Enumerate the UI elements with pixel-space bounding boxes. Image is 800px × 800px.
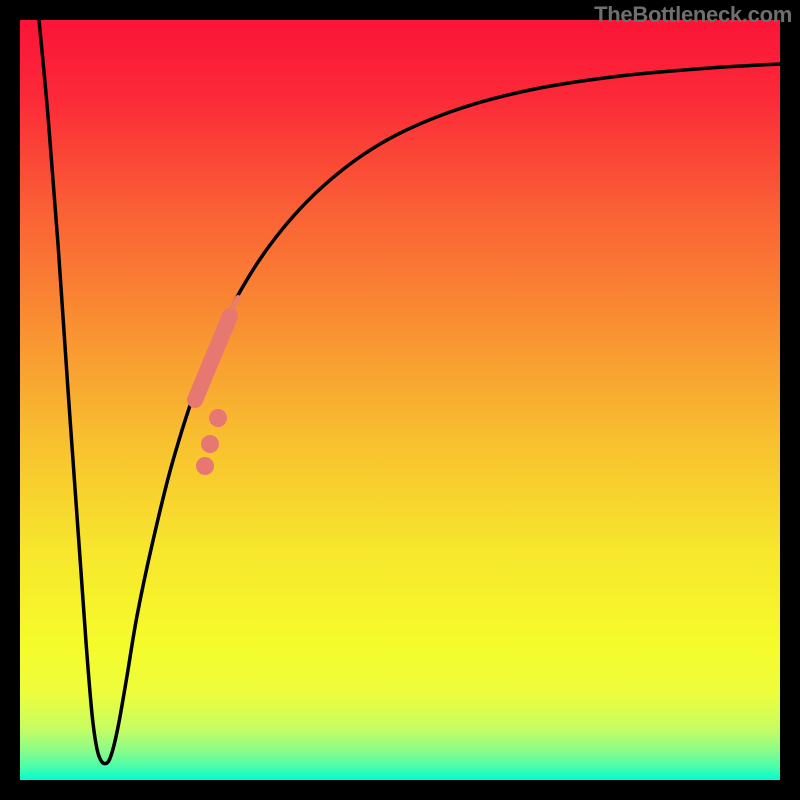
highlight-dot <box>196 457 214 475</box>
watermark-text: TheBottleneck.com <box>594 2 792 28</box>
highlight-dot <box>201 435 219 453</box>
chart-container: TheBottleneck.com <box>0 0 800 800</box>
highlight-dot <box>209 409 227 427</box>
plot-area <box>20 20 780 780</box>
plot-svg <box>20 20 780 780</box>
